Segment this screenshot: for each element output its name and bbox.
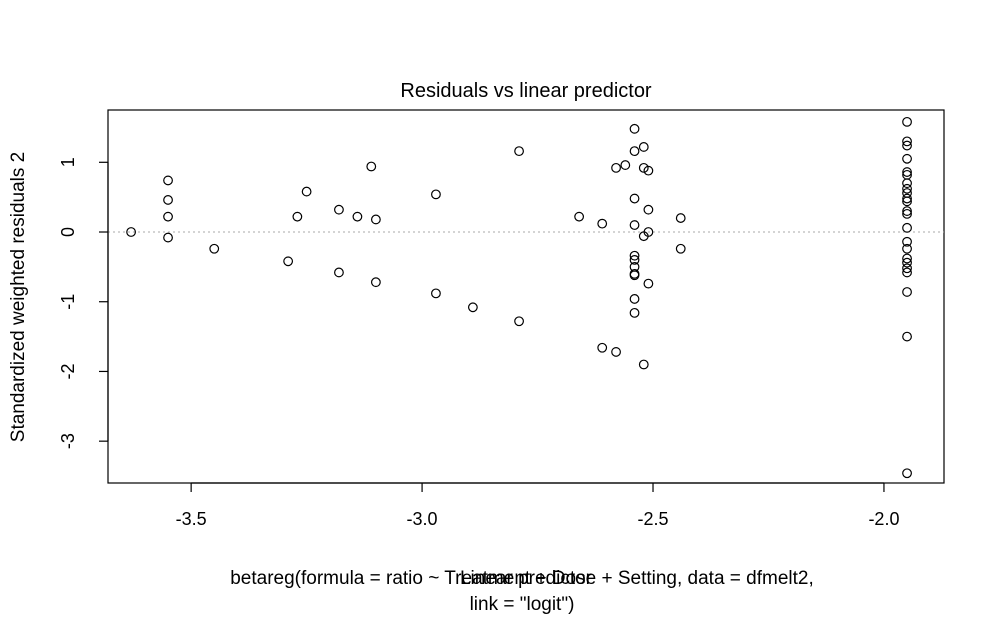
data-point: [902, 183, 912, 194]
data-point: [431, 189, 441, 200]
data-point: [902, 222, 912, 233]
data-point: [292, 211, 303, 222]
data-point: [431, 288, 441, 299]
data-point: [902, 140, 912, 151]
y-tick-label: -1: [58, 294, 78, 310]
data-point: [902, 468, 912, 479]
data-point: [629, 270, 640, 281]
data-point: [629, 123, 640, 134]
x-tick-label: -3.5: [176, 509, 207, 529]
data-point: [163, 195, 173, 205]
data-point: [629, 193, 640, 204]
data-point: [629, 254, 640, 265]
data-point: [902, 196, 912, 207]
data-point: [902, 263, 912, 274]
data-point: [334, 204, 344, 215]
x-axis-label: Linear predictor: [460, 568, 593, 589]
data-point: [352, 211, 363, 222]
data-point: [163, 211, 173, 222]
data-point: [467, 302, 478, 313]
data-point: [638, 359, 649, 370]
data-point: [574, 211, 585, 222]
data-point: [514, 316, 524, 327]
data-points: [126, 116, 912, 479]
data-point: [902, 236, 912, 247]
data-point: [902, 257, 912, 268]
x-axis: -3.5 -3.0 -2.5 -2.0: [176, 482, 899, 529]
data-point: [629, 250, 640, 261]
data-point: [902, 167, 912, 177]
model-call-line-1: betareg(formula = ratio ~ Treatment + Do…: [230, 568, 814, 589]
data-point: [902, 287, 912, 297]
data-point: [334, 267, 344, 278]
plot-frame: [107, 109, 945, 484]
data-point: [629, 294, 640, 304]
data-point: [620, 160, 631, 170]
data-point: [611, 347, 621, 357]
y-axis-label: Standardized weighted residuals 2: [8, 152, 29, 442]
data-point: [638, 142, 649, 152]
model-call-line-2: link = "logit"): [470, 594, 575, 615]
y-axis: -3 -2 -1 0 1: [58, 157, 109, 449]
x-tick-label: -2.0: [868, 509, 899, 529]
data-point: [902, 208, 912, 219]
data-point: [629, 146, 640, 157]
data-point: [902, 253, 912, 264]
data-point: [643, 165, 654, 176]
data-point: [597, 342, 608, 353]
data-point: [611, 162, 621, 173]
data-point: [902, 178, 912, 189]
data-point: [643, 227, 654, 237]
data-point: [902, 206, 912, 216]
data-point: [629, 220, 640, 230]
data-point: [902, 331, 912, 342]
data-point: [301, 186, 312, 197]
data-point: [902, 136, 912, 147]
data-point: [163, 175, 173, 186]
data-point: [902, 193, 912, 204]
data-point: [126, 227, 136, 237]
data-point: [283, 256, 294, 267]
data-point: [643, 204, 654, 215]
data-point: [370, 214, 381, 225]
chart-title: Residuals vs linear predictor: [400, 80, 652, 102]
data-point: [163, 232, 173, 243]
data-point: [902, 153, 912, 164]
y-tick-label: -3: [58, 433, 78, 449]
y-tick-label: 1: [58, 157, 78, 167]
data-point: [209, 243, 220, 254]
data-point: [370, 277, 381, 288]
data-point: [675, 243, 686, 254]
data-point: [643, 278, 654, 289]
x-tick-label: -2.5: [638, 509, 669, 529]
data-point: [902, 267, 912, 278]
data-point: [902, 116, 912, 127]
data-point: [366, 161, 377, 172]
data-point: [629, 307, 640, 318]
y-tick-label: 0: [58, 227, 78, 237]
data-point: [514, 146, 524, 157]
data-point: [675, 213, 686, 223]
y-tick-label: -2: [58, 363, 78, 379]
data-point: [597, 218, 608, 229]
x-tick-label: -3.0: [407, 509, 438, 529]
data-point: [902, 243, 912, 254]
